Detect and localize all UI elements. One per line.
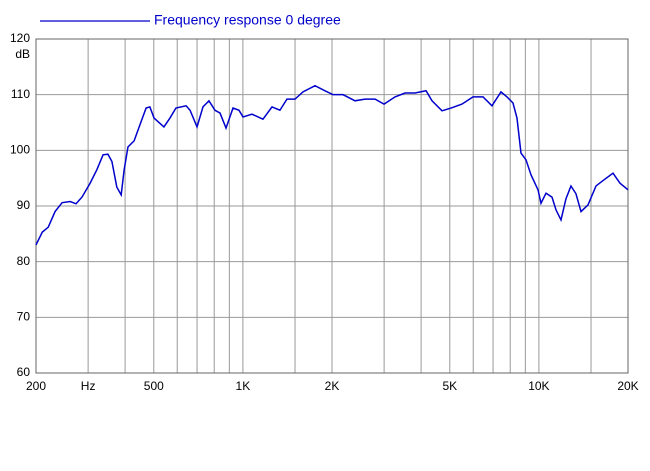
y-tick-label: 60 <box>17 365 31 379</box>
plot-border <box>35 38 629 374</box>
y-tick-label: 80 <box>17 254 31 268</box>
y-tick-label: 70 <box>17 310 31 324</box>
x-tick-label: 5K <box>442 379 457 393</box>
x-tick-label: 10K <box>528 379 549 393</box>
y-axis-label: dB <box>15 47 30 61</box>
x-tick-label: 20K <box>617 379 638 393</box>
y-tick-label: 100 <box>10 143 30 157</box>
x-tick-label: 200 <box>26 379 46 393</box>
y-tick-label: 90 <box>17 198 31 212</box>
response-line <box>35 84 629 246</box>
x-tick-label: 1K <box>236 379 251 393</box>
y-tick-label: 110 <box>11 87 30 101</box>
x-tick-label: 2K <box>325 379 340 393</box>
x-tick-label: Hz <box>81 379 96 393</box>
y-tick-label: 120 <box>10 31 30 45</box>
x-tick-label: 500 <box>144 379 164 393</box>
legend-label: Frequency response 0 degree <box>154 12 341 28</box>
